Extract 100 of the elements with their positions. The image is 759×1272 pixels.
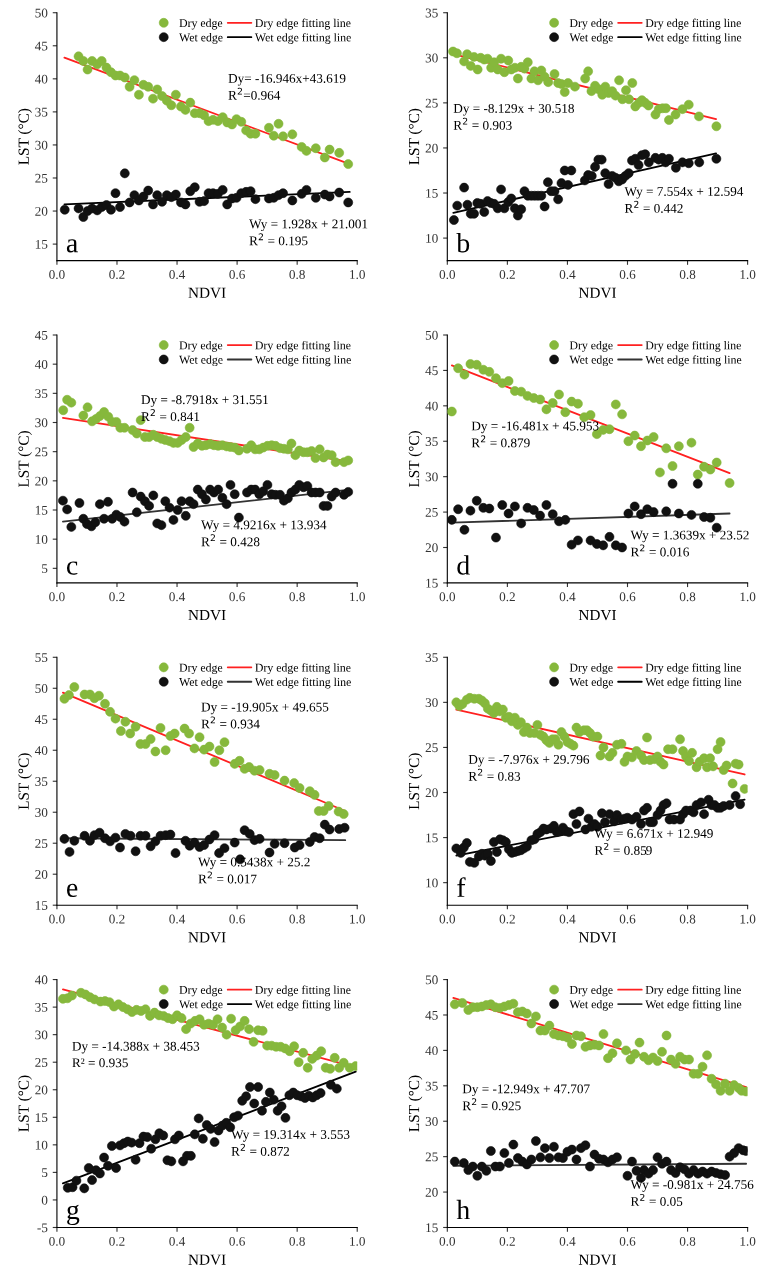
x-tick-label: 0.2: [109, 914, 125, 924]
y-tick-label: 25: [35, 447, 48, 457]
x-tick-label: 0.0: [439, 270, 456, 279]
y-tick-label: 55: [35, 653, 48, 662]
y-tick-label: 35: [35, 389, 48, 399]
x-tick-label: 0.6: [619, 1236, 636, 1246]
x-tick-label: 1.0: [740, 914, 756, 924]
y-tick-label: 40: [425, 1046, 438, 1056]
legend-label: Wet edge fitting line: [645, 677, 742, 689]
x-tick-label: 0.0: [439, 592, 456, 602]
x-tick-label: 0.8: [679, 592, 696, 602]
annotation: Wy = -0.981x + 24.756 R$^{2}$ = 0.05: [630, 1180, 754, 1207]
y-axis-title: LST (°C): [18, 431, 32, 488]
y-tick-label: 25: [35, 839, 48, 848]
annotation: a: [66, 239, 78, 253]
y-tick-label: 30: [35, 1030, 48, 1040]
x-tick-label: 0.4: [169, 1236, 186, 1246]
annotation: b: [456, 232, 470, 253]
y-tick-label: 30: [425, 53, 438, 63]
x-tick-label: 0.6: [229, 1236, 245, 1246]
x-tick-label: 0.4: [169, 914, 186, 924]
legend-label: Wet edge: [179, 677, 223, 689]
x-axis-title: NDVI: [578, 610, 617, 621]
y-axis-title: LST (°C): [408, 431, 423, 488]
y-tick-label: 25: [425, 98, 438, 108]
x-tick-label: 1.0: [350, 270, 365, 279]
legend-label: Wet edge fitting line: [254, 33, 351, 44]
legend-label: Dry edge fitting line: [255, 340, 351, 352]
x-tick-label: 0.0: [49, 270, 65, 279]
y-tick-label: 45: [34, 330, 48, 340]
y-tick-label: 25: [425, 1152, 438, 1162]
point: [150, 746, 161, 757]
legend-label: Dry edge fitting line: [645, 340, 741, 352]
legend-label: Wet edge fitting line: [645, 33, 742, 44]
y-tick-label: 45: [34, 41, 48, 51]
legend-label: Wet edge: [569, 33, 614, 44]
legend-label: Dry edge: [179, 341, 223, 352]
x-tick-label: 1.0: [350, 914, 365, 924]
legend-label: Dry edge: [569, 663, 613, 675]
y-tick-label: 30: [425, 1117, 438, 1126]
y-tick-label: 15: [426, 1223, 438, 1233]
legend-label: Wet edge: [179, 33, 223, 44]
x-tick-label: 0.2: [499, 592, 515, 602]
x-axis-title: NDVI: [188, 1254, 226, 1265]
annotation: f: [457, 877, 466, 897]
y-tick-label: 15: [426, 578, 438, 588]
y-tick-label: 10: [426, 233, 438, 243]
legend-label: Wet edge: [569, 355, 614, 367]
x-tick-label: 0.0: [49, 592, 65, 602]
y-tick-label: 35: [425, 653, 438, 662]
x-tick-label: 0.4: [559, 592, 576, 602]
annotation: Wy = 6.671x + 12.949 R$^{2}$ = 0.859: [594, 829, 713, 855]
x-tick-label: 0.0: [439, 1236, 456, 1246]
y-tick-label: 50: [35, 8, 48, 18]
annotation: Dy= -16.946x+43.619 R$^{2}$=0.964: [228, 73, 346, 100]
x-tick-label: 0.6: [229, 270, 245, 279]
y-tick-label: 15: [35, 901, 48, 910]
y-axis-title: LST (°C): [18, 108, 32, 165]
y-tick-label: 10: [35, 534, 48, 544]
y-tick-label: 10: [426, 878, 438, 888]
annotation: Wy = 19.314x + 3.553 R$^{2}$ = 0.872: [231, 1130, 350, 1156]
x-tick-label: 1.0: [350, 1236, 365, 1246]
x-tick-label: 0.0: [49, 914, 65, 924]
annotation: Dy = -12.949x + 47.707 R$^{2}$ = 0.925: [462, 1084, 590, 1111]
legend-label: Dry edge: [179, 18, 223, 30]
annotation: g: [67, 1204, 80, 1225]
legend-label: Dry edge fitting line: [255, 663, 351, 675]
legend-label: Wet edge fitting line: [254, 355, 351, 367]
x-tick-label: 0.8: [289, 1236, 305, 1246]
y-axis-title: LST (°C): [408, 753, 423, 810]
y-tick-label: 30: [35, 808, 48, 817]
y-tick-label: 50: [425, 330, 438, 340]
x-axis-title: NDVI: [578, 932, 617, 943]
x-tick-label: 0.6: [229, 914, 245, 924]
legend-label: Dry edge: [569, 985, 613, 997]
annotation: d: [457, 555, 470, 575]
y-tick-label: 35: [425, 1081, 438, 1091]
annotation: Dy = -8.7918x + 31.551 R$^{2}$ = 0.841: [141, 395, 268, 422]
x-tick-label: 0.2: [499, 914, 515, 924]
x-tick-label: 0.0: [439, 914, 456, 924]
y-axis-title: LST (°C): [18, 753, 32, 810]
x-tick-label: 0.8: [289, 914, 305, 924]
y-tick-label: 30: [425, 698, 438, 708]
legend-label: Wet edge: [179, 999, 223, 1011]
y-tick-label: 10: [35, 1140, 48, 1150]
y-tick-label: 25: [35, 173, 48, 183]
y-tick-label: 20: [35, 206, 48, 216]
legend-label: Wet edge: [569, 677, 614, 689]
y-tick-label: 45: [34, 715, 48, 724]
x-tick-label: 1.0: [740, 592, 756, 602]
x-tick-label: 0.4: [169, 592, 186, 602]
annotation: Wy = 7.554x + 12.594 R$^{2}$ = 0.442: [624, 187, 744, 213]
legend-label: Wet edge fitting line: [254, 677, 351, 689]
legend-label: Dry edge fitting line: [255, 985, 351, 997]
annotation: c: [66, 561, 78, 575]
legend-label: Dry edge fitting line: [645, 985, 741, 997]
y-tick-label: 25: [35, 1058, 48, 1067]
annotation: Dy = -7.976x + 29.796 R$^{2}$ = 0.83: [468, 754, 590, 781]
x-tick-label: 0.2: [109, 592, 125, 602]
legend-label: Dry edge fitting line: [645, 18, 741, 30]
